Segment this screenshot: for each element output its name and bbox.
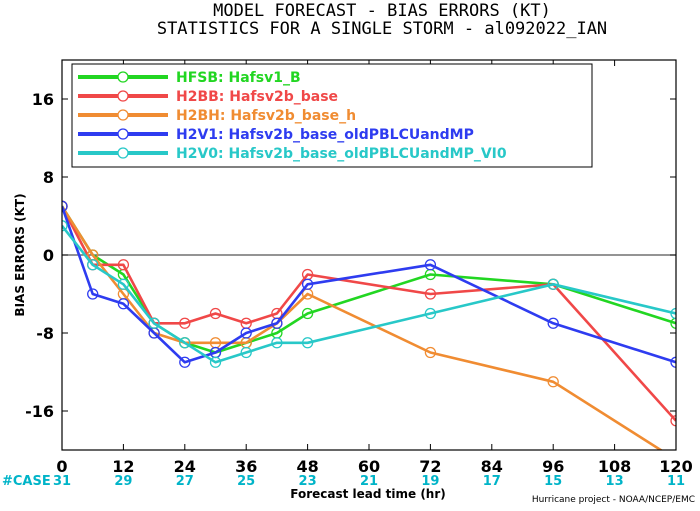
data-point bbox=[271, 337, 283, 349]
data-point bbox=[547, 317, 559, 329]
x-tick-label: 72 bbox=[419, 457, 441, 476]
case-label: #CASE bbox=[2, 474, 51, 489]
data-point bbox=[547, 376, 559, 388]
legend-entry: HFSB: Hafsv1_B bbox=[78, 70, 301, 86]
data-point bbox=[240, 327, 252, 339]
data-point bbox=[547, 278, 559, 290]
legend-marker bbox=[117, 71, 129, 83]
legend-entry: H2V1: Hafsv2b_base_oldPBLCUandMP bbox=[78, 127, 474, 143]
case-count: 19 bbox=[421, 474, 439, 489]
x-tick-label: 0 bbox=[56, 457, 67, 476]
legend: HFSB: Hafsv1_B H2BB: Hafsv2b_base H2BH: Ha… bbox=[71, 63, 593, 168]
series-h2bb bbox=[62, 200, 676, 427]
legend-marker bbox=[117, 90, 129, 102]
series-layer bbox=[62, 200, 676, 450]
data-point bbox=[209, 307, 222, 320]
legend-entry: H2BB: Hafsv2b_base bbox=[78, 89, 338, 105]
data-point bbox=[117, 298, 130, 310]
data-point bbox=[424, 307, 437, 320]
data-point bbox=[117, 278, 130, 290]
x-axis-label: Forecast lead time (hr) bbox=[290, 487, 446, 501]
data-point bbox=[148, 317, 160, 329]
legend-marker bbox=[117, 109, 129, 121]
case-count: 27 bbox=[176, 474, 194, 489]
data-point bbox=[424, 288, 437, 300]
x-tick-label: 60 bbox=[358, 457, 380, 476]
legend-label: H2BH: Hafsv2b_base_h bbox=[176, 108, 356, 124]
data-point bbox=[670, 317, 676, 329]
data-point bbox=[240, 346, 252, 359]
data-point bbox=[62, 220, 68, 232]
case-count: 29 bbox=[114, 474, 132, 489]
y-tick-label: -16 bbox=[25, 402, 54, 421]
data-point bbox=[209, 356, 222, 368]
case-count: 21 bbox=[360, 474, 378, 489]
data-point bbox=[271, 317, 283, 329]
legend-label: H2BB: Hafsv2b_base bbox=[176, 89, 338, 105]
legend-marker bbox=[117, 147, 129, 159]
case-count: 13 bbox=[606, 474, 624, 489]
legend-entry: H2BH: Hafsv2b_base_h bbox=[78, 108, 356, 124]
data-point bbox=[62, 200, 68, 212]
x-tick-label: 120 bbox=[659, 457, 692, 476]
data-point bbox=[424, 346, 437, 359]
data-point bbox=[179, 356, 191, 368]
data-point bbox=[301, 307, 314, 320]
data-point bbox=[670, 307, 676, 320]
data-point bbox=[87, 259, 99, 271]
x-tick-label: 96 bbox=[542, 457, 564, 476]
case-count: 23 bbox=[299, 474, 317, 489]
data-point bbox=[179, 337, 191, 349]
y-tick-label: 16 bbox=[32, 90, 54, 109]
series-line bbox=[62, 205, 676, 354]
data-point bbox=[87, 288, 99, 300]
x-tick-label: 48 bbox=[296, 457, 318, 476]
x-tick-label: 24 bbox=[174, 457, 196, 476]
legend-entry: H2V0: Hafsv2b_base_oldPBLCUandMP_VI0 bbox=[78, 146, 507, 162]
y-tick-label: 0 bbox=[43, 246, 54, 265]
legend-marker bbox=[117, 128, 129, 140]
series-line bbox=[62, 224, 676, 364]
case-count: 15 bbox=[544, 474, 562, 489]
case-count-layer: 31 29 27 25 23 21 19 17 15 13 11 bbox=[53, 474, 685, 489]
x-tick-label: 36 bbox=[235, 457, 257, 476]
y-axis-label: BIAS ERRORS (KT) bbox=[13, 193, 27, 316]
case-count: 17 bbox=[483, 474, 501, 489]
data-point bbox=[179, 317, 191, 329]
data-point bbox=[117, 259, 130, 271]
y-tick-label: 8 bbox=[43, 168, 54, 187]
y-tick-label: -8 bbox=[36, 324, 54, 343]
data-point bbox=[424, 259, 437, 271]
x-tick-label: 108 bbox=[598, 457, 631, 476]
case-count: 31 bbox=[53, 474, 71, 489]
series-line bbox=[62, 205, 676, 422]
legend-label: H2V0: Hafsv2b_base_oldPBLCUandMP_VI0 bbox=[176, 146, 507, 162]
series-h2v0 bbox=[62, 220, 676, 368]
case-count: 25 bbox=[237, 474, 255, 489]
case-count: 11 bbox=[667, 474, 685, 489]
chart-title: MODEL FORECAST - BIAS ERRORS (KT) bbox=[213, 1, 551, 21]
tick-layer: 16 8 0 -8 -16 0 12 24 36 48 60 72 84 96 108 120 bbox=[25, 60, 693, 476]
data-point bbox=[301, 278, 314, 290]
x-tick-label: 84 bbox=[481, 457, 503, 476]
legend-label: HFSB: Hafsv1_B bbox=[176, 70, 301, 86]
chart-subtitle: STATISTICS FOR A SINGLE STORM - al092022… bbox=[157, 19, 607, 39]
x-tick-label: 12 bbox=[112, 457, 134, 476]
legend-label: H2V1: Hafsv2b_base_oldPBLCUandMP bbox=[176, 127, 474, 143]
data-point bbox=[670, 356, 676, 368]
data-point bbox=[301, 337, 314, 349]
footer-credit: Hurricane project - NOAA/NCEP/EMC bbox=[532, 495, 695, 505]
data-point bbox=[670, 415, 676, 427]
